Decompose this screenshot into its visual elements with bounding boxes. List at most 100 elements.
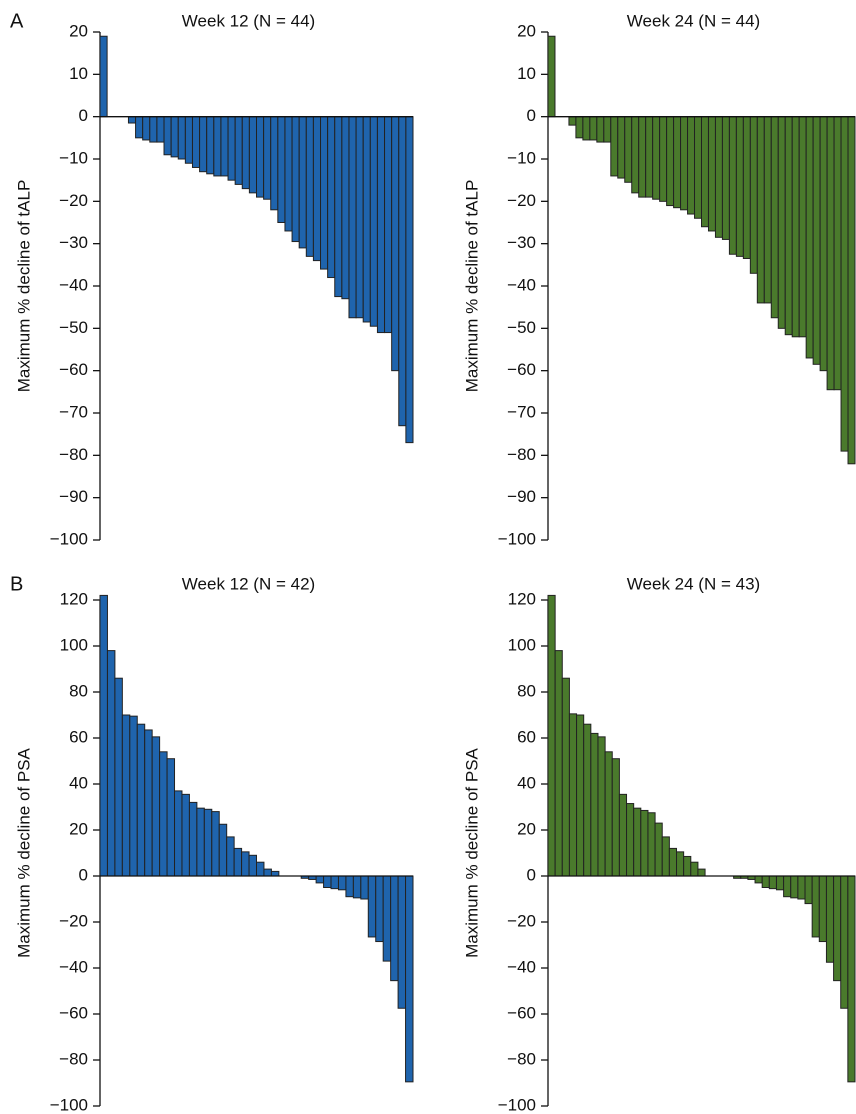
bar — [568, 713, 578, 877]
y-tick-label: −70 — [59, 402, 88, 421]
bar — [327, 116, 336, 279]
bar — [376, 116, 386, 334]
bar — [129, 715, 138, 877]
bar — [840, 116, 849, 452]
y-axis-label: Maximum % decline of PSA — [462, 747, 481, 957]
bar — [690, 861, 699, 877]
y-tick-label: 10 — [517, 64, 536, 83]
y-tick-label: 20 — [517, 21, 536, 40]
y-tick-label: −60 — [507, 1003, 536, 1022]
y-tick-label: 120 — [60, 589, 88, 608]
bar — [697, 868, 706, 877]
bar — [784, 116, 793, 336]
bar — [330, 875, 339, 890]
y-axis-label: Maximum % decline of tALP — [462, 180, 481, 393]
y-tick-label: −20 — [507, 191, 536, 210]
bar — [728, 116, 737, 255]
bar — [687, 116, 696, 215]
bar — [99, 35, 108, 118]
bar — [783, 875, 792, 898]
bar — [659, 116, 668, 202]
bar — [352, 875, 362, 899]
bar — [362, 116, 371, 323]
bar — [360, 875, 369, 900]
bar — [638, 116, 647, 198]
bar — [397, 875, 407, 1009]
y-tick-label: 60 — [517, 727, 536, 746]
bar — [298, 116, 307, 249]
bar — [367, 875, 377, 938]
bar — [320, 116, 329, 270]
bar — [554, 650, 563, 877]
bar — [184, 116, 193, 164]
panel-label: B — [10, 573, 23, 595]
y-tick-label: −70 — [507, 402, 536, 421]
bar — [756, 116, 765, 304]
bar — [234, 116, 243, 185]
y-tick-label: 80 — [69, 681, 88, 700]
y-tick-label: −80 — [507, 445, 536, 464]
bar — [127, 116, 137, 124]
bar — [106, 650, 116, 877]
bar — [144, 729, 153, 877]
y-tick-label: −50 — [507, 318, 536, 337]
y-tick-label: −60 — [59, 360, 88, 379]
bar — [196, 807, 205, 877]
bar — [714, 116, 723, 238]
bar — [754, 875, 763, 884]
bar — [763, 116, 772, 304]
bar — [345, 875, 354, 898]
bar — [833, 875, 842, 982]
y-tick-label: −60 — [59, 1003, 88, 1022]
bar — [135, 116, 144, 139]
bar — [631, 116, 640, 194]
y-tick-label: 0 — [527, 865, 536, 884]
bar — [199, 116, 208, 173]
bar — [284, 116, 293, 232]
bar — [170, 116, 179, 158]
bar — [791, 116, 800, 338]
bar — [576, 714, 585, 877]
y-tick-label: −80 — [507, 1049, 536, 1068]
bar — [136, 723, 146, 877]
bar — [701, 116, 709, 228]
bar — [603, 116, 612, 143]
bar — [241, 116, 250, 190]
bar — [382, 875, 392, 962]
bar — [248, 116, 258, 194]
bar — [590, 732, 599, 877]
y-tick-label: −100 — [498, 529, 536, 548]
bar — [291, 116, 300, 243]
y-axis-label: Maximum % decline of tALP — [14, 180, 33, 393]
chart-title: Week 12 (N = 44) — [182, 11, 315, 30]
bar — [348, 116, 357, 319]
bar — [177, 116, 186, 160]
y-tick-label: −100 — [498, 1095, 536, 1114]
bar — [384, 116, 393, 334]
bar — [683, 855, 692, 877]
bar — [547, 594, 556, 877]
bar — [626, 803, 635, 877]
bar — [188, 801, 198, 877]
bar — [617, 116, 626, 179]
bar — [312, 116, 322, 262]
y-tick-label: 120 — [508, 589, 536, 608]
bar — [790, 875, 799, 899]
bar — [405, 116, 414, 444]
bar — [680, 116, 689, 211]
bar — [561, 677, 570, 877]
bar — [218, 823, 228, 877]
bar — [589, 116, 598, 141]
bar — [114, 677, 123, 877]
bar — [707, 116, 716, 232]
bar — [256, 116, 265, 198]
bar — [812, 116, 821, 365]
bar — [390, 875, 399, 982]
chart-title: Week 24 (N = 43) — [627, 574, 760, 593]
y-tick-label: 0 — [527, 106, 536, 125]
bar — [818, 875, 827, 943]
y-tick-label: −30 — [59, 233, 88, 252]
bar — [633, 807, 642, 877]
bar — [735, 116, 744, 257]
